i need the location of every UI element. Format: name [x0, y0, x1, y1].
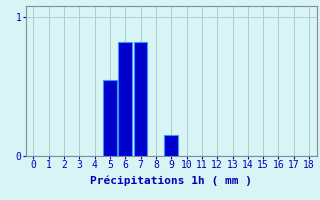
X-axis label: Précipitations 1h ( mm ): Précipitations 1h ( mm ) — [90, 176, 252, 186]
Bar — [118, 42, 132, 156]
Bar — [164, 135, 178, 156]
Bar — [103, 80, 117, 156]
Bar — [134, 42, 148, 156]
